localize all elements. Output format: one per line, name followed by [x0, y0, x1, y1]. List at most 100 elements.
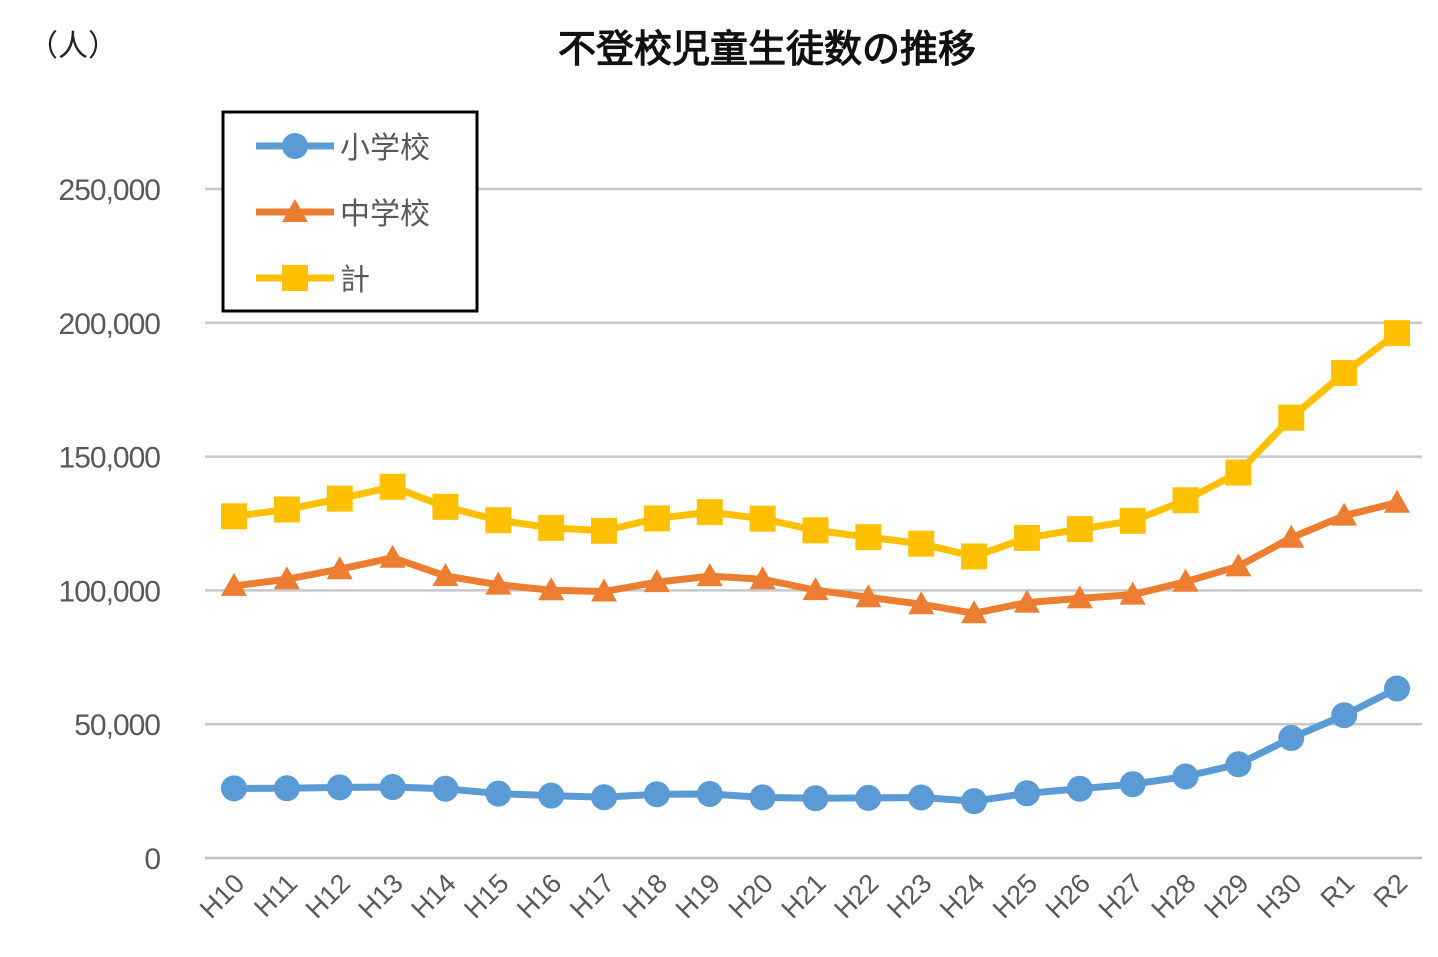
data-point: [961, 543, 988, 570]
data-point: [1013, 524, 1040, 551]
x-tick-label: H28: [1146, 868, 1202, 924]
data-point: [1384, 675, 1410, 702]
x-tick-label: H24: [934, 868, 990, 924]
data-point: [1278, 524, 1305, 548]
data-point: [1172, 568, 1199, 592]
x-tick-label: H25: [987, 868, 1043, 924]
x-tick-label: H13: [353, 868, 409, 924]
data-point: [379, 774, 406, 801]
data-point: [696, 499, 723, 526]
data-point: [1331, 702, 1358, 729]
data-point: [961, 600, 988, 624]
series-2: [221, 489, 1410, 624]
data-point: [1066, 775, 1093, 802]
data-point: [221, 775, 247, 802]
series-1: [221, 675, 1410, 815]
x-tick-label: R1: [1315, 868, 1361, 914]
data-point: [273, 566, 300, 590]
x-tick-label: H30: [1251, 868, 1307, 924]
data-point: [326, 485, 353, 512]
data-point: [749, 566, 776, 590]
data-point: [1119, 581, 1146, 605]
x-tick-label: H22: [828, 868, 884, 924]
legend-entry: 計: [256, 263, 370, 298]
data-point: [1225, 459, 1252, 486]
x-tick-label: H29: [1198, 868, 1254, 924]
data-point: [432, 562, 459, 586]
y-tick-label: 100,000: [59, 575, 161, 608]
data-point: [1278, 404, 1305, 431]
x-tick-label: H18: [617, 868, 673, 924]
data-point: [908, 591, 935, 615]
data-point: [802, 577, 829, 601]
data-point: [1225, 751, 1252, 778]
x-tick-label: H14: [405, 868, 461, 924]
data-point: [1066, 516, 1093, 543]
x-tick-label: H26: [1040, 868, 1096, 924]
x-tick-label: H21: [776, 868, 832, 924]
data-point: [908, 784, 935, 811]
data-point: [1331, 359, 1358, 386]
legend-entry: 小学校: [256, 131, 430, 166]
data-point: [1119, 771, 1146, 798]
legend-label: 計: [340, 263, 370, 298]
y-axis-unit-label: （人）: [28, 29, 118, 64]
data-point: [1384, 489, 1410, 513]
data-point: [591, 517, 618, 544]
y-axis-ticks: 0 50,000 100,000 150,000 200,000 250,000: [59, 174, 162, 876]
x-tick-label: H17: [564, 868, 620, 924]
data-point: [1172, 487, 1199, 514]
x-tick-label: H27: [1093, 868, 1149, 924]
y-tick-label: 200,000: [59, 308, 161, 341]
legend-marker: [282, 265, 308, 291]
x-tick-label: H16: [511, 868, 567, 924]
data-point: [432, 493, 459, 520]
data-point: [379, 473, 406, 500]
series-group: [221, 320, 1410, 815]
data-point: [538, 577, 565, 601]
legend-marker: [282, 133, 308, 159]
data-point: [802, 785, 829, 812]
x-tick-label: H15: [458, 868, 514, 924]
series-line: [233, 685, 1399, 805]
chart-title: 不登校児童生徒数の推移: [558, 27, 976, 71]
data-point: [1066, 585, 1093, 609]
y-tick-label: 50,000: [74, 709, 160, 742]
data-point: [749, 784, 776, 811]
data-point: [591, 578, 618, 602]
data-point: [485, 507, 512, 534]
data-point: [1225, 553, 1252, 577]
data-point: [1278, 725, 1305, 752]
x-tick-label: H23: [881, 868, 937, 924]
data-point: [1172, 763, 1199, 790]
data-point: [643, 781, 670, 808]
data-point: [221, 503, 247, 530]
x-tick-label: H20: [723, 868, 779, 924]
legend-label: 小学校: [340, 131, 430, 166]
data-point: [485, 780, 512, 807]
data-point: [855, 524, 882, 551]
data-point: [643, 505, 670, 532]
data-point: [1013, 589, 1040, 613]
data-point: [432, 775, 459, 802]
data-point: [855, 584, 882, 608]
x-tick-label: R2: [1368, 868, 1414, 914]
x-tick-label: H10: [194, 868, 250, 924]
data-point: [908, 530, 935, 557]
x-tick-label: H19: [670, 868, 726, 924]
data-point: [1384, 320, 1410, 347]
data-point: [221, 572, 247, 596]
data-point: [802, 517, 829, 544]
data-point: [696, 563, 723, 587]
series-3: [221, 320, 1410, 570]
data-point: [326, 774, 353, 801]
y-tick-label: 0: [144, 843, 160, 876]
legend-entry: 中学校: [256, 197, 430, 232]
legend-marker: [282, 199, 308, 222]
y-tick-label: 250,000: [59, 174, 161, 207]
data-point: [273, 496, 300, 523]
data-point: [326, 556, 353, 580]
data-point: [538, 514, 565, 541]
